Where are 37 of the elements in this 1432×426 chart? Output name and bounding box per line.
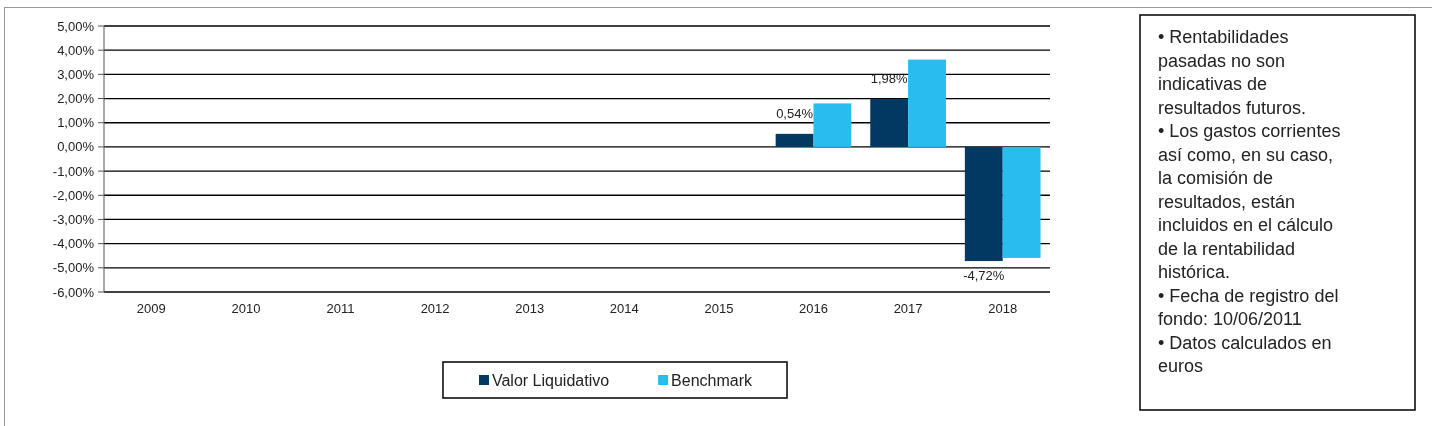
text: • Fecha de registro del fondo: 10/06/2011 <box>1158 285 1339 329</box>
text: • Los gastos corrientes así como, en su caso, la comisión de resultados, están incluidos en el cálculo de la rentabilidad histórica. <box>1158 121 1341 282</box>
bar <box>1002 146 1041 258</box>
y-tick-label: -3,00% <box>52 212 95 227</box>
x-tick-label: 2011 <box>326 301 355 316</box>
x-tick-label: 2012 <box>420 301 450 316</box>
x-tick-label: 2017 <box>893 301 923 316</box>
x-tick-label: 2013 <box>515 301 545 316</box>
y-tick-label: 4,00% <box>57 42 95 58</box>
x-tick-label: 2014 <box>609 301 639 316</box>
y-tick-label: -5,00% <box>52 260 95 276</box>
bar <box>908 59 946 147</box>
x-tick-label: 2009 <box>136 301 166 316</box>
y-tick-label: -2,00% <box>52 187 95 203</box>
data-label: 0,54% <box>776 105 814 121</box>
y-tick-label: -4,00% <box>52 236 95 252</box>
data-label: 1,98% <box>870 71 909 87</box>
text: • Datos calculados en euros <box>1158 332 1332 376</box>
y-tick-label: 3,00% <box>57 66 95 82</box>
x-tick-label: 2010 <box>231 301 261 316</box>
y-tick-label: 5,00% <box>57 18 95 34</box>
y-tick-label: 1,00% <box>57 115 95 131</box>
x-tick-label: 2018 <box>988 301 1018 316</box>
x-tick-label: 2015 <box>704 301 734 316</box>
y-tick-label: -6,00% <box>52 284 95 300</box>
data-label: -4,72% <box>963 268 1005 284</box>
bar <box>964 146 1003 262</box>
legend-label: Benchmark <box>671 372 754 389</box>
text: • Rentabilidades pasadas no son indicativas de resultados futuros. <box>1158 27 1307 118</box>
bar <box>813 103 852 147</box>
y-tick-label: 0,00% <box>57 139 95 155</box>
x-tick-label: 2016 <box>799 301 828 316</box>
y-tick-label: -1,00% <box>52 163 95 179</box>
bar <box>775 133 814 147</box>
y-tick-label: 2,00% <box>57 91 95 107</box>
bar <box>870 99 909 147</box>
legend-label: Valor Liquidativo <box>491 372 610 389</box>
